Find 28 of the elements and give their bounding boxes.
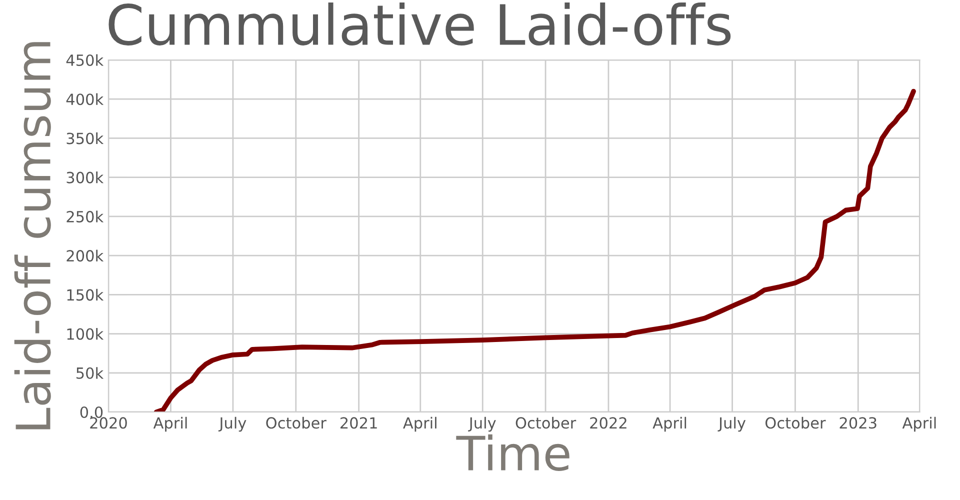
x-tick-label: April xyxy=(403,416,436,432)
x-tick-label: April xyxy=(153,416,187,432)
x-tick-label: October xyxy=(516,416,576,429)
y-tick-label: 0.0 xyxy=(80,406,103,418)
y-tick-label: 350k xyxy=(66,132,104,144)
y-tick-label: 100k xyxy=(67,328,104,340)
y-tick-label: 150k xyxy=(67,288,104,301)
x-tick-label: 2020 xyxy=(90,417,127,429)
x-tick-label: October xyxy=(765,416,826,429)
x-tick-label: July xyxy=(718,416,746,432)
y-axis-title: Laid-off cumsum xyxy=(14,42,51,430)
chart-title: Cummulative Laid-offs xyxy=(108,2,731,46)
y-tick-label: 50k xyxy=(76,367,104,379)
y-tick-label: 450k xyxy=(66,54,104,66)
x-tick-label: July xyxy=(218,416,246,432)
x-tick-label: July xyxy=(468,416,496,432)
x-axis-title: Time xyxy=(456,434,570,471)
x-tick-label: October xyxy=(266,416,326,429)
x-tick-label: 2021 xyxy=(340,417,377,429)
y-tick-label: 250k xyxy=(66,210,104,222)
y-tick-label: 200k xyxy=(66,250,104,262)
x-tick-label: April xyxy=(652,416,686,432)
y-tick-label: 300k xyxy=(66,172,104,184)
y-tick-label: 400k xyxy=(66,93,104,106)
x-tick-label: April xyxy=(902,416,936,432)
x-tick-label: 2023 xyxy=(840,417,876,429)
x-tick-label: 2022 xyxy=(590,417,626,429)
line-series xyxy=(154,88,916,412)
